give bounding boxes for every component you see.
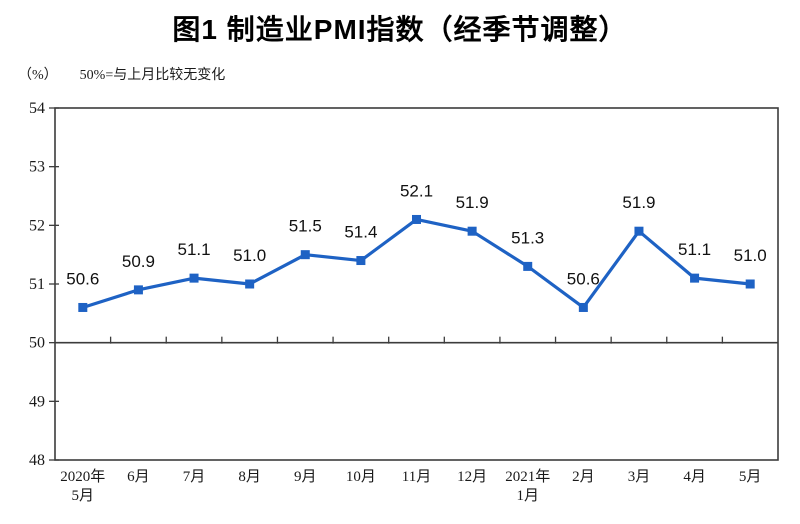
pmi-series-line — [81, 217, 752, 310]
data-point-marker — [634, 226, 644, 236]
data-point-marker — [78, 302, 88, 312]
x-axis-label: 4月 — [683, 469, 706, 485]
data-point-label: 51.0 — [734, 246, 767, 265]
data-point-label: 50.6 — [66, 269, 99, 288]
x-axis-label: 2021年 — [505, 468, 550, 485]
data-point-marker — [300, 250, 310, 260]
data-point-marker — [745, 279, 755, 289]
x-axis-label: 8月 — [238, 469, 261, 485]
x-axis-label: 2020年 — [60, 468, 105, 485]
data-point-label: 51.0 — [233, 246, 266, 265]
x-axis-label: 7月 — [183, 469, 206, 485]
x-axis-label: 2月 — [572, 469, 595, 485]
y-axis-label: 54 — [29, 100, 45, 117]
data-point-label: 51.3 — [511, 228, 544, 247]
x-axis-label: 6月 — [127, 469, 150, 485]
y-axis-label: 50 — [29, 335, 45, 352]
x-axis-label: 3月 — [628, 469, 651, 485]
data-point-label: 50.6 — [567, 269, 600, 288]
data-point-marker — [467, 226, 477, 236]
data-point-label: 51.5 — [289, 217, 322, 236]
x-axis-label: 5月 — [739, 469, 762, 485]
data-point-label: 52.1 — [400, 181, 433, 200]
baseline-note: 50%=与上月比较无变化 — [79, 68, 226, 83]
x-axis-label: 11月 — [402, 469, 431, 485]
data-point-label: 50.9 — [122, 252, 155, 271]
y-axis-label: 49 — [29, 393, 45, 410]
y-axis-label: 53 — [29, 159, 45, 176]
y-axis-label: 52 — [29, 217, 45, 234]
data-point-label: 51.9 — [622, 193, 655, 212]
x-axis-label: 9月 — [294, 469, 317, 485]
data-point-marker — [356, 256, 366, 266]
data-point-marker — [690, 273, 700, 283]
data-point-marker — [189, 273, 199, 283]
data-point-label: 51.1 — [678, 240, 711, 259]
y-axis-label: 48 — [29, 452, 45, 469]
x-axis-label: 1月 — [516, 488, 539, 504]
data-point-marker — [523, 261, 533, 271]
x-axis-label: 12月 — [457, 469, 487, 485]
unit-label: （%） — [18, 68, 58, 83]
data-point-label: 51.1 — [177, 240, 210, 259]
x-axis-label: 10月 — [346, 469, 376, 485]
y-axis-label: 51 — [29, 276, 45, 293]
data-point-marker — [578, 302, 588, 312]
subtitle-row: （%） 50%=与上月比较无变化 — [18, 64, 225, 84]
x-axis-label: 5月 — [72, 488, 95, 504]
data-point-marker — [245, 279, 255, 289]
data-point-marker — [412, 214, 421, 224]
data-point-marker — [133, 285, 143, 295]
chart-title: 图1 制造业PMI指数（经季节调整） — [172, 14, 628, 45]
data-point-label: 51.9 — [456, 193, 489, 212]
data-point-label: 51.4 — [344, 223, 377, 242]
